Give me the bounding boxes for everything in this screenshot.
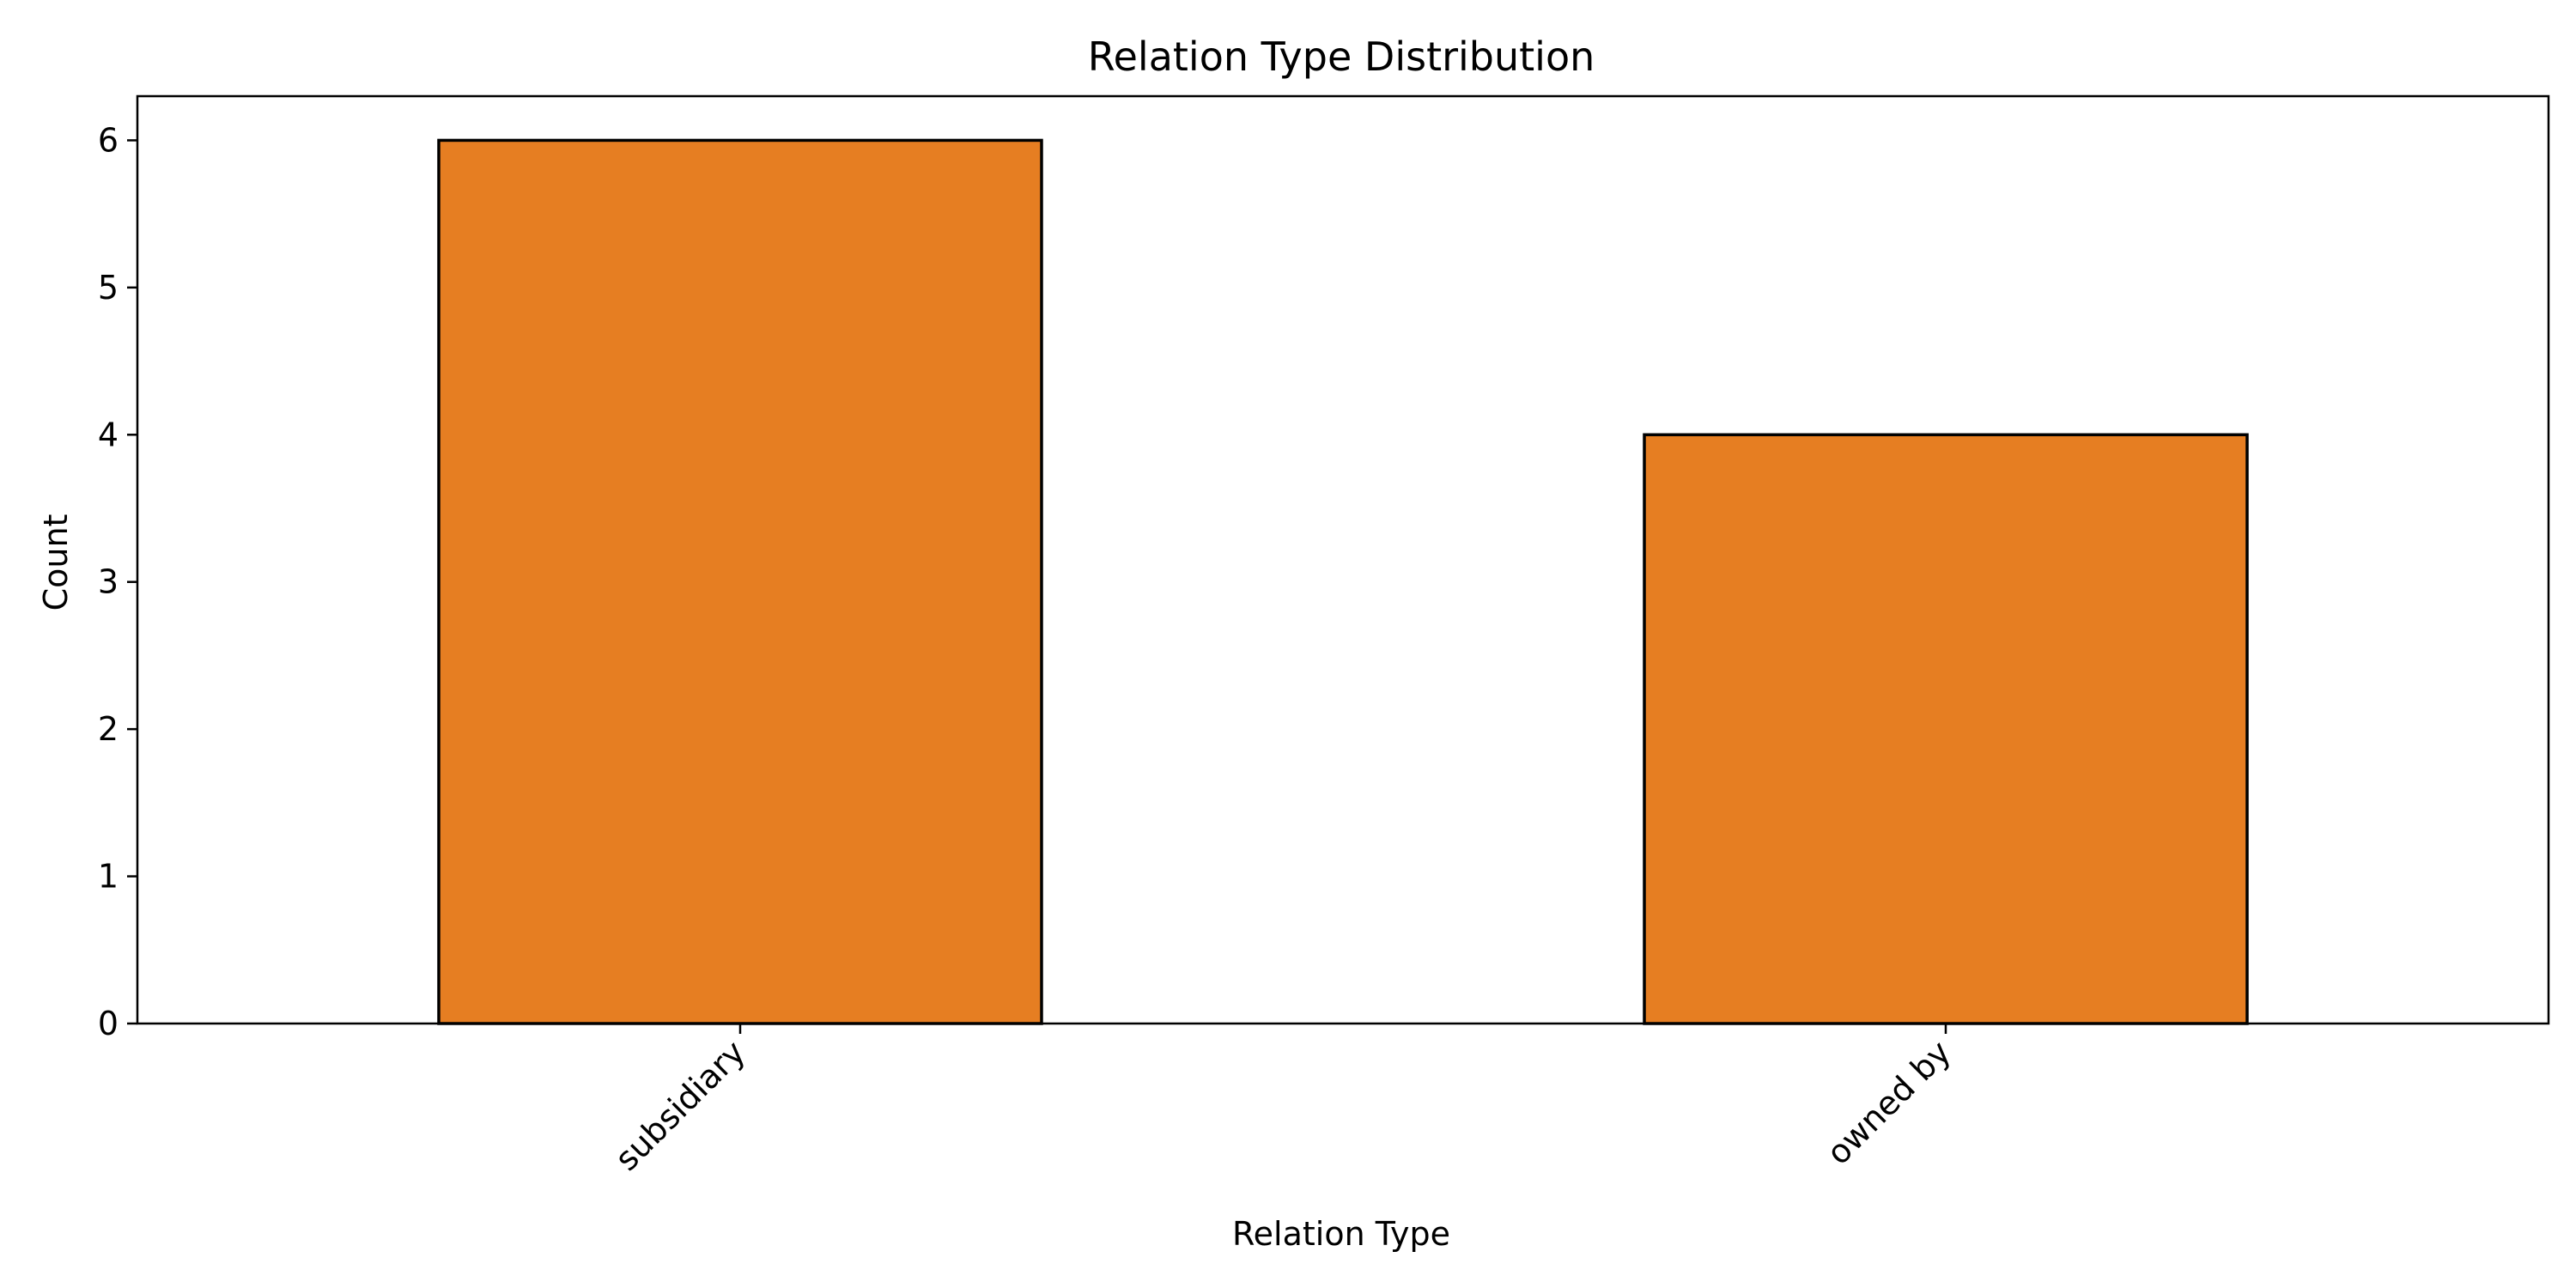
y-tick-label: 5	[98, 269, 118, 307]
x-tick-label: owned by	[1820, 1033, 1959, 1172]
y-tick-label: 2	[98, 710, 118, 748]
y-tick-label: 0	[98, 1005, 118, 1042]
y-axis: 0 1 2 3 4 5 6	[98, 121, 137, 1042]
bar-subsidiary	[437, 138, 1043, 1025]
x-tick-label: subsidiary	[608, 1033, 753, 1178]
y-tick-label: 4	[98, 416, 118, 453]
plot-frame	[136, 94, 2550, 1025]
y-tick-label: 3	[98, 563, 118, 601]
x-axis-label: Relation Type	[1232, 1215, 1450, 1253]
y-tick-label: 1	[98, 858, 118, 896]
bars-group	[437, 138, 2249, 1025]
y-tick-label: 6	[98, 121, 118, 159]
plot-area	[136, 94, 2550, 1025]
x-axis: subsidiary owned by	[608, 1024, 1959, 1178]
chart-title: Relation Type Distribution	[1088, 33, 1595, 80]
bar-owned-by	[1643, 433, 2249, 1025]
y-axis-label: Count	[37, 514, 75, 611]
